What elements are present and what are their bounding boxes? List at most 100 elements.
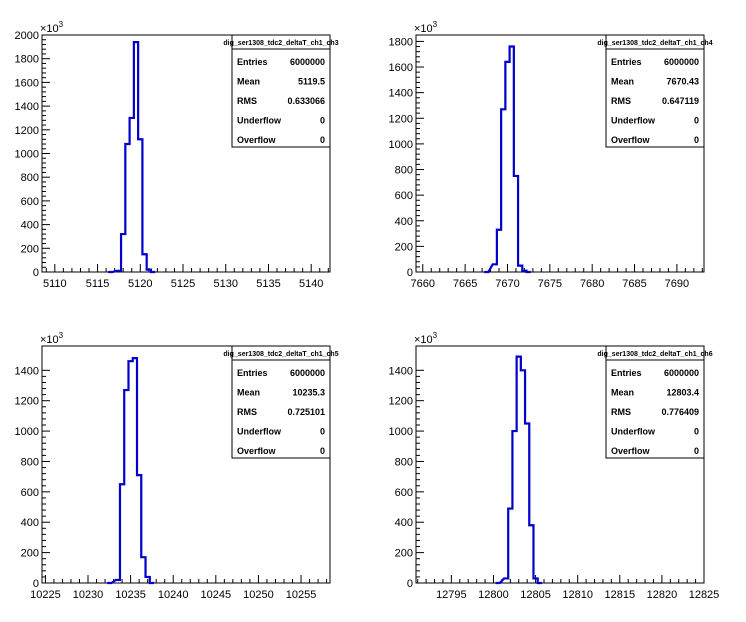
histogram-bin: [137, 475, 141, 583]
histogram-line: [495, 355, 542, 585]
histogram-bin: [116, 580, 120, 583]
stats-value: 0: [694, 116, 699, 126]
histogram-bin: [146, 577, 150, 583]
stats-label: Underflow: [611, 116, 656, 126]
histogram-bin: [134, 42, 138, 272]
x-tick-label: 5110: [43, 278, 67, 290]
x-tick-label: 10225: [30, 589, 61, 601]
y-tick-label: 0: [33, 578, 39, 590]
histogram-bin: [138, 139, 142, 272]
exponent-power: 3: [59, 20, 64, 29]
x-tick-label: 12825: [689, 589, 720, 601]
x-tick-label: 10250: [243, 589, 274, 601]
histogram-bin: [493, 264, 497, 272]
stats-title: dig_ser1308_tdc2_deltaT_ch1_ch6: [597, 351, 712, 358]
y-tick-label: 800: [21, 456, 39, 468]
y-axis-exponent-label: ×103: [40, 20, 64, 35]
stats-label: RMS: [237, 96, 257, 106]
stats-label: Mean: [611, 388, 634, 398]
y-tick-label: 600: [395, 190, 413, 202]
x-tick-label: 10245: [201, 589, 232, 601]
x-tick-label: 7660: [411, 278, 435, 290]
exponent-base: ×10: [40, 334, 59, 346]
histogram-bin: [141, 557, 145, 583]
histogram-bin: [124, 390, 128, 583]
exponent-power: 3: [433, 331, 438, 340]
exponent-base: ×10: [414, 23, 433, 35]
x-tick-label: 10230: [73, 589, 104, 601]
x-tick-label: 7685: [622, 278, 646, 290]
stats-value: 12803.4: [666, 388, 699, 398]
stats-label: Overflow: [237, 446, 277, 456]
histogram-bin: [128, 361, 132, 583]
stats-label: Entries: [237, 57, 268, 67]
stats-value: 6000000: [664, 368, 699, 378]
x-tick-label: 7665: [453, 278, 477, 290]
stats-value: 0: [320, 427, 325, 437]
y-axis-exponent-label: ×103: [414, 20, 438, 35]
stats-box: [605, 345, 705, 459]
x-tick-label: 7675: [538, 278, 562, 290]
y-tick-label: 1200: [389, 396, 413, 408]
stats-value: 5119.5: [298, 77, 325, 87]
x-tick-label: 5120: [128, 278, 152, 290]
stats-value: 6000000: [290, 368, 325, 378]
y-tick-label: 400: [21, 517, 39, 529]
y-tick-label: 600: [21, 196, 39, 208]
x-tick-label: 12805: [520, 589, 551, 601]
histogram-line: [484, 45, 531, 274]
x-tick-label: 5125: [171, 278, 195, 290]
y-tick-label: 800: [395, 456, 413, 468]
y-axis-exponent-label: ×103: [414, 331, 438, 346]
plot-frame: [415, 345, 705, 584]
stats-label: Entries: [611, 57, 642, 67]
histogram-bin: [505, 62, 509, 272]
stats-value: 0.647119: [662, 96, 699, 106]
stats-value: 0: [320, 116, 325, 126]
y-tick-label: 1200: [389, 113, 413, 125]
x-tick-label: 10235: [115, 589, 146, 601]
y-tick-label: 0: [407, 267, 413, 279]
x-tick-label: 7670: [495, 278, 519, 290]
y-tick-label: 1000: [389, 139, 413, 151]
stats-label: Overflow: [237, 135, 277, 145]
stats-label: Mean: [237, 77, 260, 87]
histogram-bin: [521, 370, 525, 583]
stats-box: [605, 34, 705, 148]
histogram-bin: [522, 271, 526, 272]
stats-title: dig_ser1308_tdc2_deltaT_ch1_ch3: [223, 40, 338, 47]
stats-value: 7670.43: [666, 77, 699, 87]
y-tick-label: 1200: [15, 396, 39, 408]
stats-label: Mean: [237, 388, 260, 398]
histogram-bin: [130, 118, 134, 272]
exponent-power: 3: [433, 20, 438, 29]
histogram-bin: [514, 176, 518, 272]
stats-value: 0.725101: [287, 407, 325, 417]
y-tick-label: 1600: [15, 77, 39, 89]
histogram-line: [107, 357, 155, 585]
histogram-bin: [121, 234, 125, 272]
stats-label: RMS: [611, 96, 631, 106]
stats-label: RMS: [611, 407, 631, 417]
x-tick-label: 7680: [580, 278, 604, 290]
histogram-bin: [512, 431, 516, 583]
stats-label: Underflow: [237, 427, 282, 437]
histogram-bin: [510, 47, 514, 272]
y-tick-label: 1800: [15, 54, 39, 66]
histogram-bin: [497, 230, 501, 272]
stats-value: 0: [694, 446, 699, 456]
y-tick-label: 1200: [15, 125, 39, 137]
histogram-bin: [525, 423, 529, 583]
x-tick-label: 5115: [86, 278, 110, 290]
x-tick-label: 5140: [299, 278, 323, 290]
stats-value: 6000000: [664, 57, 699, 67]
stats-value: 0.776409: [661, 407, 699, 417]
y-tick-label: 200: [21, 243, 39, 255]
stats-label: Entries: [237, 368, 268, 378]
histogram-pad-3: 0 200 400 600 800 1000 1200 1400 10225 10230 10235…: [15, 331, 339, 601]
x-tick-label: 5130: [213, 278, 237, 290]
x-tick-label: 5135: [256, 278, 280, 290]
stats-label: RMS: [237, 407, 257, 417]
histogram-pad-4: 0 200 400 600 800 1000 1200 1400 12795 12800 12805…: [389, 331, 720, 601]
y-tick-label: 600: [21, 487, 39, 499]
